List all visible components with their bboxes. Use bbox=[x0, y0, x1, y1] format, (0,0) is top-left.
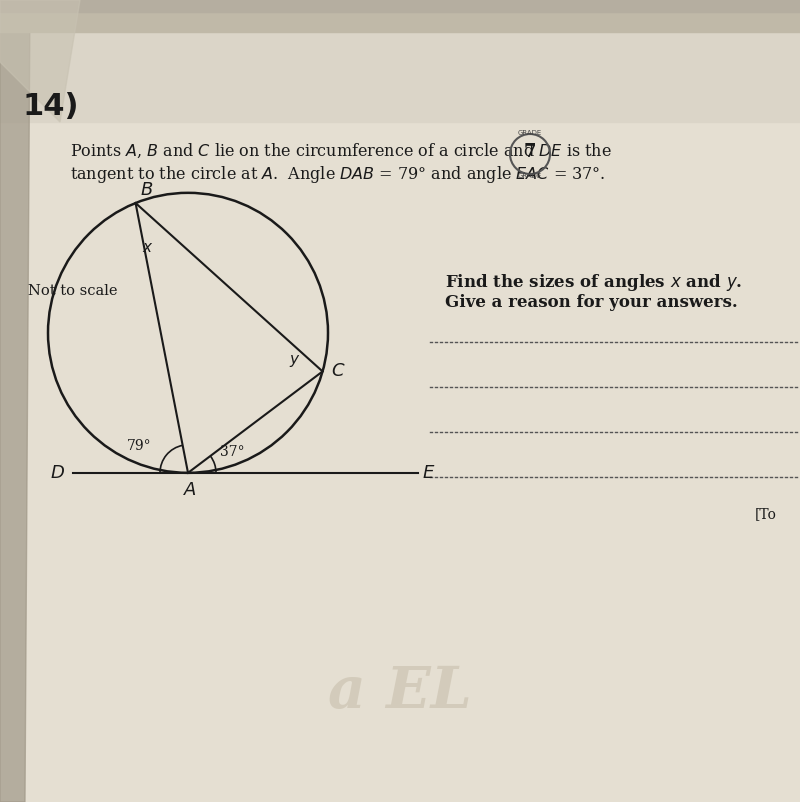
Text: a EL: a EL bbox=[328, 664, 472, 720]
Text: $A$: $A$ bbox=[183, 481, 197, 499]
Bar bbox=[0, 0, 800, 122]
Text: $y$: $y$ bbox=[289, 354, 301, 370]
Text: [To: [To bbox=[755, 507, 777, 521]
Text: Give a reason for your answers.: Give a reason for your answers. bbox=[445, 294, 738, 311]
Text: GRADE: GRADE bbox=[518, 173, 542, 179]
Polygon shape bbox=[0, 0, 80, 122]
Bar bbox=[0, 0, 800, 32]
Text: Not to scale: Not to scale bbox=[28, 284, 118, 298]
Bar bbox=[0, 0, 800, 12]
Text: 7: 7 bbox=[524, 143, 536, 161]
Text: tangent to the circle at $A$.  Angle $DAB$ = 79° and angle $EAC$ = 37°.: tangent to the circle at $A$. Angle $DAB… bbox=[70, 164, 606, 185]
Text: $D$: $D$ bbox=[50, 464, 65, 482]
Text: Points $A$, $B$ and $C$ lie on the circumference of a circle and $DE$ is the: Points $A$, $B$ and $C$ lie on the circu… bbox=[70, 142, 612, 160]
Text: 37°: 37° bbox=[220, 445, 245, 459]
Text: $B$: $B$ bbox=[139, 181, 153, 199]
Text: Find the sizes of angles $x$ and $y$.: Find the sizes of angles $x$ and $y$. bbox=[445, 272, 742, 293]
Text: 79°: 79° bbox=[127, 439, 152, 453]
Polygon shape bbox=[0, 0, 30, 802]
Text: GRADE: GRADE bbox=[518, 130, 542, 136]
Text: 14): 14) bbox=[22, 92, 78, 121]
Text: $x$: $x$ bbox=[142, 241, 154, 255]
Text: $E$: $E$ bbox=[422, 464, 435, 482]
Text: $C$: $C$ bbox=[330, 363, 345, 380]
